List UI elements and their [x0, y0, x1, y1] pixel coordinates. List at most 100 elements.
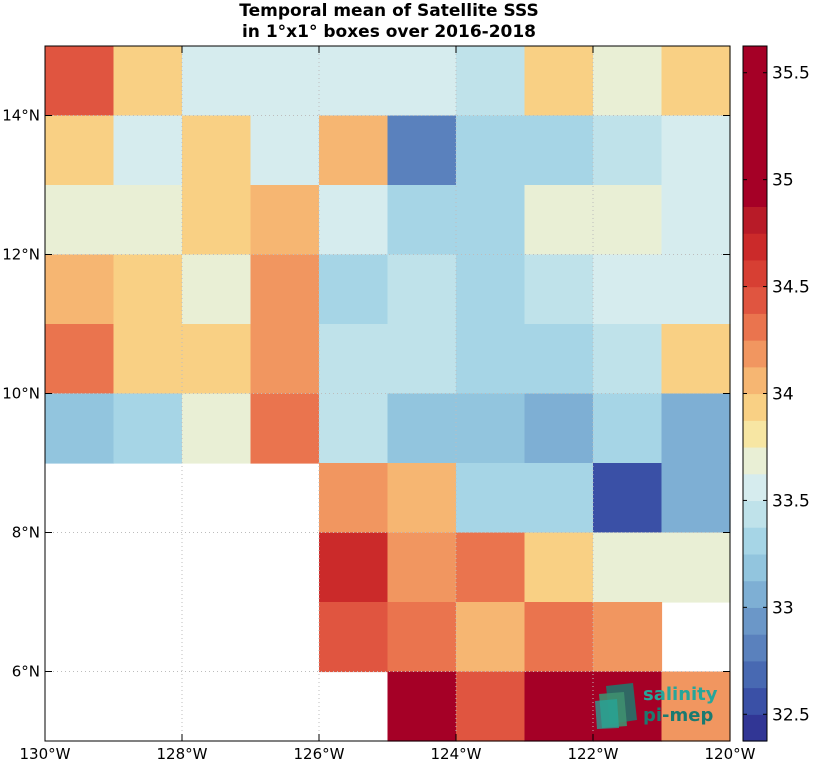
heatmap-cell	[250, 46, 320, 117]
heatmap-cell	[387, 324, 457, 395]
heatmap-cell	[182, 393, 252, 464]
heatmap-cell	[319, 324, 389, 395]
heatmap-cell	[661, 185, 731, 256]
chart-title: Temporal mean of Satellite SSS in 1°x1° …	[0, 1, 778, 43]
heatmap-cell	[593, 46, 663, 117]
heatmap-cell	[524, 671, 594, 742]
x-tick-label: 130°W	[20, 745, 71, 763]
heatmap-cell	[456, 602, 526, 673]
heatmap-cell	[387, 463, 457, 534]
heatmap-cell	[182, 46, 252, 117]
colorbar-segment	[743, 313, 767, 341]
heatmap-cell	[319, 393, 389, 464]
colorbar-segment	[743, 687, 767, 715]
heatmap-cell	[250, 254, 320, 325]
heatmap-cell	[524, 324, 594, 395]
heatmap-cell	[593, 185, 663, 256]
colorbar-segment	[743, 340, 767, 368]
heatmap-cell	[387, 532, 457, 603]
y-tick-label: 14°N	[2, 107, 40, 125]
colorbar-segment	[743, 126, 767, 154]
y-tick-label: 6°N	[12, 663, 40, 681]
heatmap-cell	[661, 46, 731, 117]
heatmap-cell	[524, 602, 594, 673]
heatmap-cell	[593, 393, 663, 464]
logo-mark-front	[595, 699, 619, 729]
heatmap-cell	[319, 254, 389, 325]
heatmap-cell	[250, 324, 320, 395]
colorbar-segment	[743, 152, 767, 181]
heatmap-cell	[661, 463, 731, 534]
heatmap-cell	[456, 532, 526, 603]
colorbar-segment	[743, 72, 767, 101]
x-tick-label: 122°W	[568, 745, 619, 763]
heatmap-cell	[319, 463, 389, 534]
heatmap-cell	[182, 115, 252, 186]
heatmap-cell	[387, 254, 457, 325]
heatmap-cell	[113, 393, 183, 464]
colorbar-segment	[743, 233, 767, 261]
heatmap-cell	[524, 254, 594, 325]
colorbar-segment	[743, 580, 767, 608]
heatmap-cell	[45, 254, 115, 325]
colorbar-segment	[743, 500, 767, 528]
heatmap-cell	[524, 115, 594, 186]
heatmap-cell	[319, 46, 389, 117]
colorbar-segment	[743, 46, 767, 74]
x-tick-label: 128°W	[157, 745, 208, 763]
heatmap-cell	[45, 46, 115, 117]
heatmap-cell	[250, 115, 320, 186]
axis-ticks	[44, 46, 731, 741]
heatmap-cell	[45, 115, 115, 186]
colorbar-tick-label: 35	[772, 171, 794, 191]
colorbar-segment	[743, 607, 767, 635]
colorbar-segment	[743, 473, 767, 502]
heatmap-cell	[456, 46, 526, 117]
heatmap-cell	[661, 532, 731, 603]
chart-title-line-2: in 1°x1° boxes over 2016-2018	[241, 22, 537, 42]
colorbar-segment	[743, 660, 767, 689]
x-tick-labels: 130°W 128°W 126°W 124°W 122°W 120°W	[20, 745, 756, 763]
x-tick-label: 120°W	[705, 745, 756, 763]
colorbar-segment	[743, 714, 767, 742]
heatmap-cell	[387, 671, 457, 742]
heatmap-cell	[593, 254, 663, 325]
heatmap-cell	[456, 463, 526, 534]
heatmap-cell	[319, 115, 389, 186]
heatmap-cell	[45, 393, 115, 464]
heatmap-cell	[593, 324, 663, 395]
heatmap-cell	[182, 185, 252, 256]
heatmap-cell	[456, 254, 526, 325]
heatmap-cell	[661, 254, 731, 325]
heatmap-cell	[456, 393, 526, 464]
salinity-pimep-logo: salinity pi-mep	[595, 683, 718, 729]
colorbar-segment	[743, 179, 767, 207]
heatmap-cell	[387, 115, 457, 186]
heatmap-cell	[387, 46, 457, 117]
heatmap-cell	[387, 393, 457, 464]
colorbar-tick-label: 32.5	[772, 705, 810, 725]
heatmap-cell	[113, 254, 183, 325]
heatmap-cell	[456, 671, 526, 742]
heatmap-cell	[524, 185, 594, 256]
heatmap-cell	[113, 185, 183, 256]
colorbar-segment	[743, 553, 767, 582]
heatmap-cell	[319, 602, 389, 673]
heatmap-cell	[319, 185, 389, 256]
colorbar-segment	[743, 259, 767, 288]
heatmap-cell	[593, 463, 663, 534]
heatmap-cell	[113, 324, 183, 395]
heatmap-cell	[182, 324, 252, 395]
y-tick-label: 12°N	[2, 246, 40, 264]
colorbar-segment	[743, 393, 767, 421]
heatmap-cell	[250, 393, 320, 464]
colorbar-segment	[743, 206, 767, 234]
logo-text-salinity: salinity	[643, 684, 718, 705]
heatmap-cell	[45, 324, 115, 395]
x-tick-label: 126°W	[294, 745, 345, 763]
colorbar-tick-label: 34	[772, 385, 794, 405]
colorbar-tick-label: 35.5	[772, 64, 810, 84]
heatmap-cell	[524, 463, 594, 534]
colorbar-segment	[743, 634, 767, 662]
